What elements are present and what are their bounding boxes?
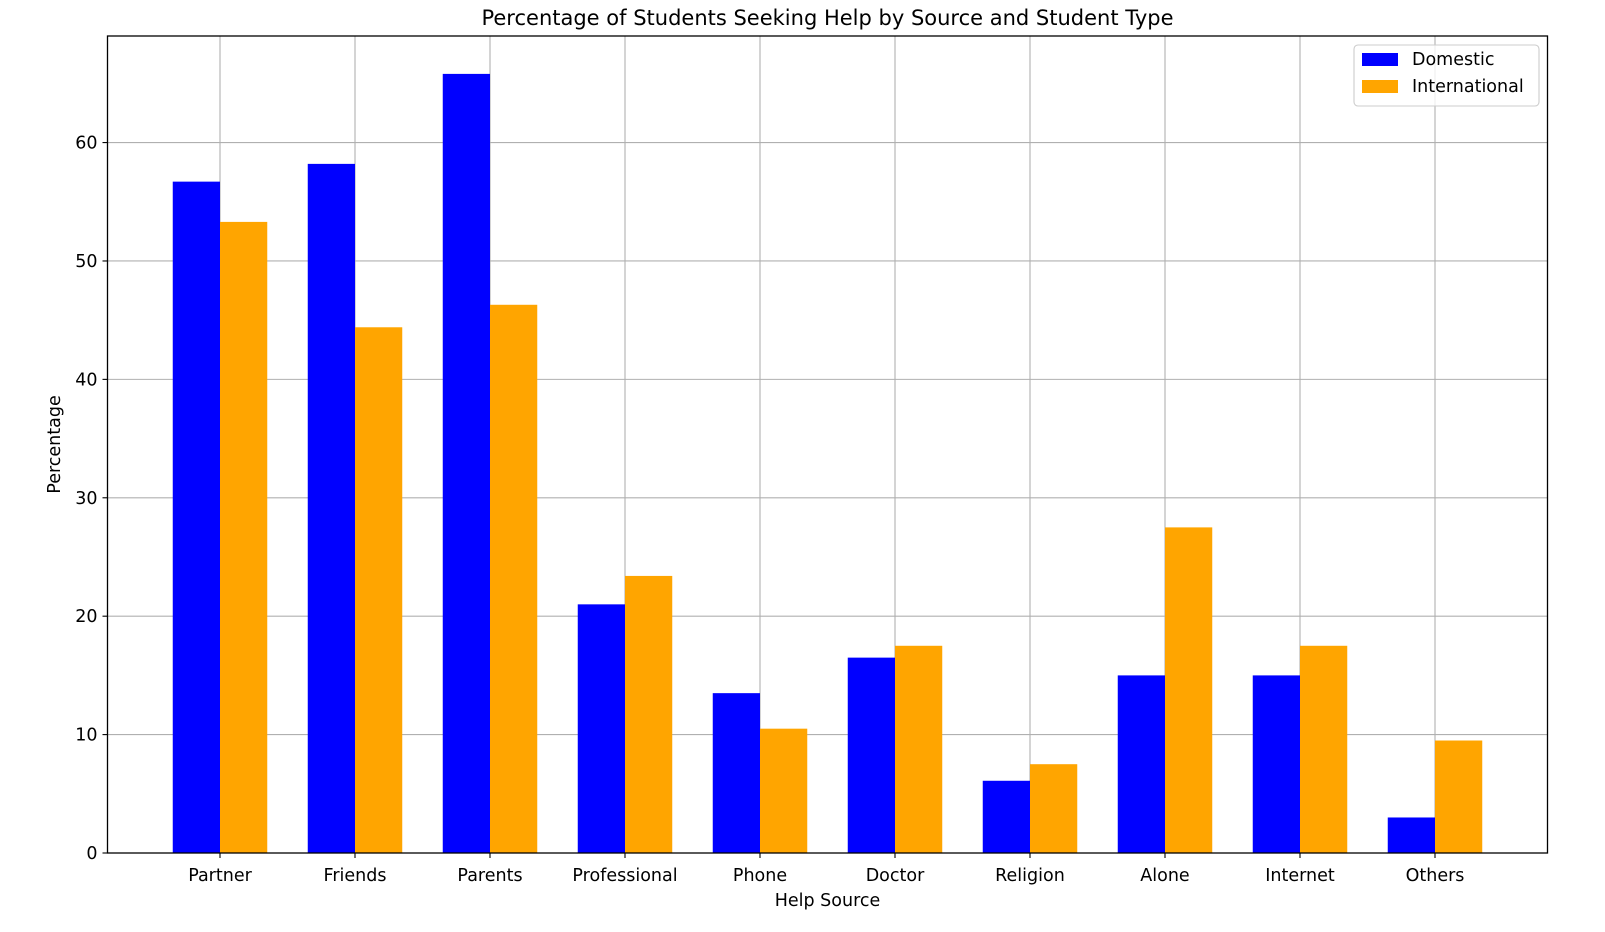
legend-swatch-domestic [1362,53,1398,66]
bar-domestic-parents [442,73,490,854]
bar-international-friends [355,327,403,853]
legend: Domestic International [1353,44,1540,107]
y-axis: 0 10 20 30 40 50 60 [75,134,108,864]
legend-label-domestic: Domestic [1412,50,1494,70]
bar-domestic-doctor [847,657,895,853]
bar-international-partner [220,221,268,853]
bar-international-doctor [895,645,943,853]
x-axis-label: Help Source [775,891,881,911]
x-tick-label: Internet [1265,866,1335,886]
y-axis-label: Percentage [45,395,65,493]
bar-international-internet [1300,645,1348,853]
x-tick-label: Phone [733,866,787,886]
bar-international-others [1435,740,1483,853]
bar-domestic-phone [712,693,760,853]
y-tick-label: 50 [75,252,97,272]
bar-domestic-internet [1252,675,1300,853]
legend-box [1353,44,1540,107]
x-tick-label: Doctor [866,866,925,886]
bar-domestic-friends [307,163,355,853]
x-tick-label: Parents [457,866,522,886]
x-tick-label: Professional [572,866,677,886]
bar-domestic-alone [1117,675,1165,853]
bar-domestic-professional [577,604,625,853]
y-tick-label: 10 [75,726,97,746]
x-axis: Partner Friends Parents Professional Phone Do… [188,853,1464,886]
bar-international-alone [1165,527,1213,853]
x-tick-label: Alone [1140,866,1189,886]
bar-international-phone [760,728,808,853]
y-tick-label: 0 [86,844,97,864]
plot-frame [106,35,1549,854]
bar-domestic-religion [982,780,1030,853]
bar-domestic-others [1387,817,1435,853]
x-tick-label: Others [1406,866,1465,886]
chart-title: Percentage of Students Seeking Help by S… [481,6,1173,30]
x-tick-label: Partner [188,866,252,886]
bar-international-parents [490,304,538,854]
bars [172,73,1483,854]
bar-international-professional [625,575,673,853]
legend-label-international: International [1412,77,1524,97]
legend-swatch-international [1362,80,1398,93]
y-tick-label: 40 [75,370,97,390]
y-tick-label: 20 [75,607,97,627]
y-tick-label: 60 [75,134,97,154]
bar-domestic-partner [172,181,220,853]
x-tick-label: Friends [324,866,387,886]
x-tick-label: Religion [995,866,1065,886]
y-tick-label: 30 [75,489,97,509]
bar-international-religion [1030,764,1078,853]
